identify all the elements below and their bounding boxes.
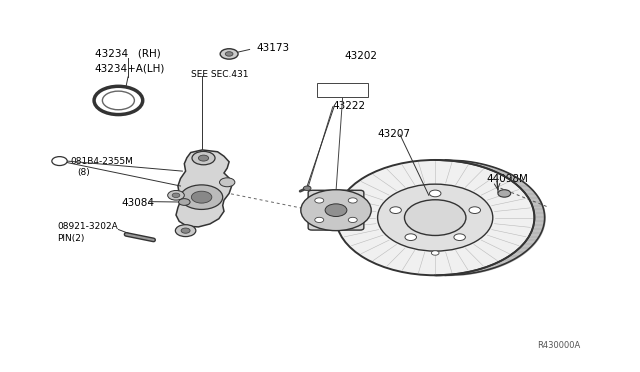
Circle shape: [315, 198, 324, 203]
Text: 081B4-2355M: 081B4-2355M: [70, 157, 133, 166]
Text: 43234   (RH): 43234 (RH): [95, 49, 161, 59]
FancyBboxPatch shape: [308, 190, 364, 230]
Text: 43222: 43222: [333, 101, 366, 111]
Circle shape: [168, 190, 184, 200]
Text: 43202: 43202: [344, 51, 378, 61]
Circle shape: [469, 207, 481, 214]
Circle shape: [431, 251, 439, 255]
Circle shape: [180, 185, 223, 209]
Text: PIN(2): PIN(2): [58, 234, 85, 243]
Circle shape: [175, 225, 196, 237]
Circle shape: [454, 234, 465, 241]
Text: 43234+A(LH): 43234+A(LH): [95, 64, 165, 74]
Circle shape: [191, 191, 212, 203]
Text: 43173: 43173: [256, 44, 289, 53]
Circle shape: [52, 157, 67, 166]
Circle shape: [315, 217, 324, 222]
Circle shape: [220, 178, 235, 187]
Circle shape: [325, 204, 347, 217]
Circle shape: [303, 186, 311, 190]
Circle shape: [378, 184, 493, 251]
Circle shape: [390, 207, 401, 214]
Circle shape: [404, 200, 466, 235]
Circle shape: [301, 190, 371, 231]
Text: R430000A: R430000A: [538, 341, 581, 350]
Circle shape: [198, 155, 209, 161]
Circle shape: [498, 190, 511, 197]
Circle shape: [405, 234, 417, 241]
Circle shape: [220, 49, 238, 59]
Circle shape: [179, 199, 190, 205]
Text: 43084: 43084: [122, 198, 155, 208]
Text: SEE SEC.431: SEE SEC.431: [191, 70, 248, 79]
Text: B: B: [57, 158, 62, 164]
Text: 43207: 43207: [378, 129, 411, 139]
Polygon shape: [176, 150, 232, 227]
Text: (8): (8): [77, 169, 90, 177]
Bar: [317, 83, 368, 97]
Circle shape: [172, 193, 180, 198]
Circle shape: [225, 52, 233, 56]
Circle shape: [348, 198, 357, 203]
Text: 44098M: 44098M: [486, 174, 528, 183]
Text: 08921-3202A: 08921-3202A: [58, 222, 118, 231]
Circle shape: [336, 160, 534, 275]
Circle shape: [348, 217, 357, 222]
Circle shape: [429, 190, 441, 197]
Circle shape: [181, 228, 190, 233]
Circle shape: [192, 151, 215, 165]
